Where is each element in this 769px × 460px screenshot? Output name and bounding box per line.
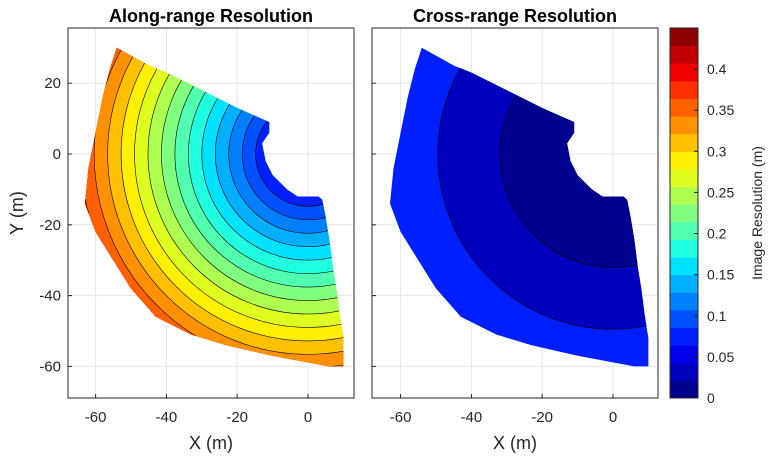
colorbar-strip [670,80,698,99]
y-tick-label: -40 [39,288,61,305]
colorbar-strip [670,292,698,311]
colorbar-tick-label: 0.4 [707,61,727,77]
colorbar-tick-label: 0.05 [707,349,734,365]
colorbar-tick-label: 0.35 [707,102,734,118]
left-plot: -60 -40 -20 0 20 0 -20 -40 -60 Along-range Resol… [7,6,355,453]
y-tick-label: -60 [39,358,61,375]
colorbar-label: Image Resolution (m) [749,146,765,280]
colorbar-strip [670,239,698,258]
right-plot: -60 -40 -20 0 Cross-range Resolution X (m) [371,6,659,453]
colorbar-strip [670,151,698,170]
colorbar-ticks: 0 0.05 0.1 0.15 0.2 0.25 0.3 0.35 0.4 [694,61,734,406]
colorbar-strip [670,133,698,152]
colorbar-strip [670,204,698,223]
left-x-axis-label: X (m) [189,433,233,453]
colorbar-strips [670,28,698,399]
y-tick-label: -20 [39,217,61,234]
left-tick-labels: -60 -40 -20 0 20 0 -20 -40 -60 [39,75,312,426]
x-tick-label: 0 [304,409,312,426]
x-tick-label: -20 [531,409,553,426]
left-axes-box [67,27,355,399]
left-title: Along-range Resolution [109,6,313,26]
right-tick-labels: -60 -40 -20 0 [372,82,617,426]
colorbar-strip [670,116,698,135]
x-tick-label: -60 [390,409,412,426]
x-tick-label: -40 [156,409,178,426]
y-tick-label: 0 [53,146,61,163]
y-tick-label: 20 [44,75,61,92]
x-tick-label: -20 [226,409,248,426]
colorbar-strip [670,221,698,240]
colorbar-tick-label: 0.1 [707,308,727,324]
x-tick-label: -60 [85,409,107,426]
colorbar-strip [670,168,698,188]
x-tick-label: 0 [609,409,617,426]
colorbar-strip [670,28,698,47]
x-tick-label: -40 [461,409,483,426]
colorbar-strip [670,98,698,117]
y-axis-label: Y (m) [7,191,27,235]
colorbar-strip [670,186,698,205]
colorbar-strip [670,362,698,381]
colorbar-strip [670,45,698,64]
colorbar-strip [670,327,698,346]
colorbar-box [669,27,699,399]
right-x-axis-label: X (m) [493,433,537,453]
colorbar-strip [670,257,698,276]
colorbar-tick-label: 0.3 [707,143,727,159]
colorbar-tick-label: 0.15 [707,267,734,283]
colorbar-tick-label: 0.25 [707,184,734,200]
colorbar-strip [670,274,698,293]
colorbar-tick-label: 0.2 [707,226,727,242]
right-title: Cross-range Resolution [413,6,617,26]
colorbar-strip [670,63,698,82]
right-axes-box [371,27,659,399]
colorbar-tick-label: 0 [707,390,715,406]
colorbar-strip [670,309,698,329]
colorbar-strip [670,380,698,399]
colorbar-strip [670,345,698,364]
colorbar: 0 0.05 0.1 0.15 0.2 0.25 0.3 0.35 0.4 Image Reso… [669,27,765,406]
